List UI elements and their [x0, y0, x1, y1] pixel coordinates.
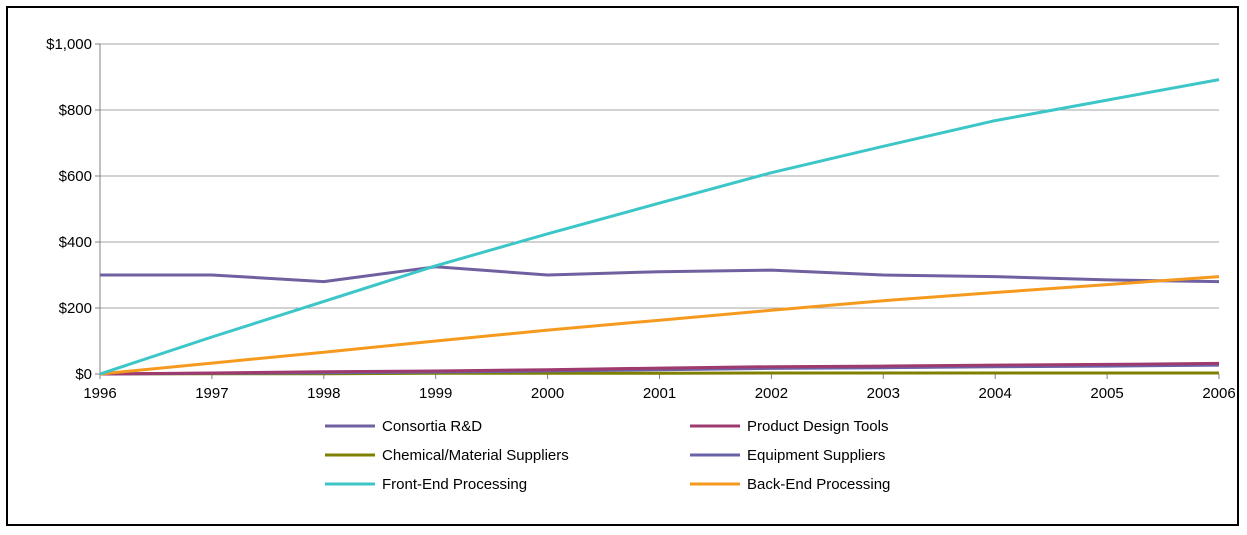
axes: $0 $200 $400 $600 $800 $1,000 1996 1997 1998 1999… [46, 36, 1236, 402]
x-tick-label: 2000 [531, 385, 564, 402]
series-line-front-end-processing [99, 78, 1220, 376]
legend-item: Front-End Processing [325, 476, 527, 493]
legend-label: Product Design Tools [747, 418, 888, 435]
x-tick-label: 2003 [867, 385, 900, 402]
legend-label: Equipment Suppliers [747, 447, 885, 464]
legend-label: Consortia R&D [382, 418, 482, 435]
x-tick-label: 2005 [1090, 385, 1123, 402]
series-line-product-design-tools [99, 361, 1220, 376]
y-tick-label: $0 [75, 366, 92, 383]
x-tick-label: 2004 [979, 385, 1012, 402]
legend-item: Product Design Tools [690, 418, 888, 435]
legend-label: Back-End Processing [747, 476, 890, 493]
legend-label: Chemical/Material Suppliers [382, 447, 569, 464]
series-line-back-end-processing [99, 275, 1220, 376]
grid-lines [100, 43, 1219, 309]
x-tick-label: 2001 [643, 385, 676, 402]
legend-item: Equipment Suppliers [690, 447, 885, 464]
legend-item: Consortia R&D [325, 418, 482, 435]
legend-item: Chemical/Material Suppliers [325, 447, 569, 464]
x-tick-label: 2002 [755, 385, 788, 402]
legend-label: Front-End Processing [382, 476, 527, 493]
x-tick-label: 1997 [195, 385, 228, 402]
y-tick-label: $1,000 [46, 36, 92, 53]
y-tick-label: $600 [59, 168, 92, 185]
y-tick-label: $200 [59, 300, 92, 317]
x-tick-label: 1999 [419, 385, 452, 402]
x-tick-label: 2006 [1202, 385, 1235, 402]
chart-frame [6, 6, 1239, 526]
series-line-consortia-r-d [100, 265, 1220, 284]
x-tick-label: 1996 [83, 385, 116, 402]
series-lines [99, 78, 1220, 376]
y-tick-label: $800 [59, 102, 92, 119]
y-tick-label: $400 [59, 234, 92, 251]
legend: Consortia R&D Product Design Tools Chemica… [325, 418, 890, 493]
x-tick-label: 1998 [307, 385, 340, 402]
legend-item: Back-End Processing [690, 476, 890, 493]
